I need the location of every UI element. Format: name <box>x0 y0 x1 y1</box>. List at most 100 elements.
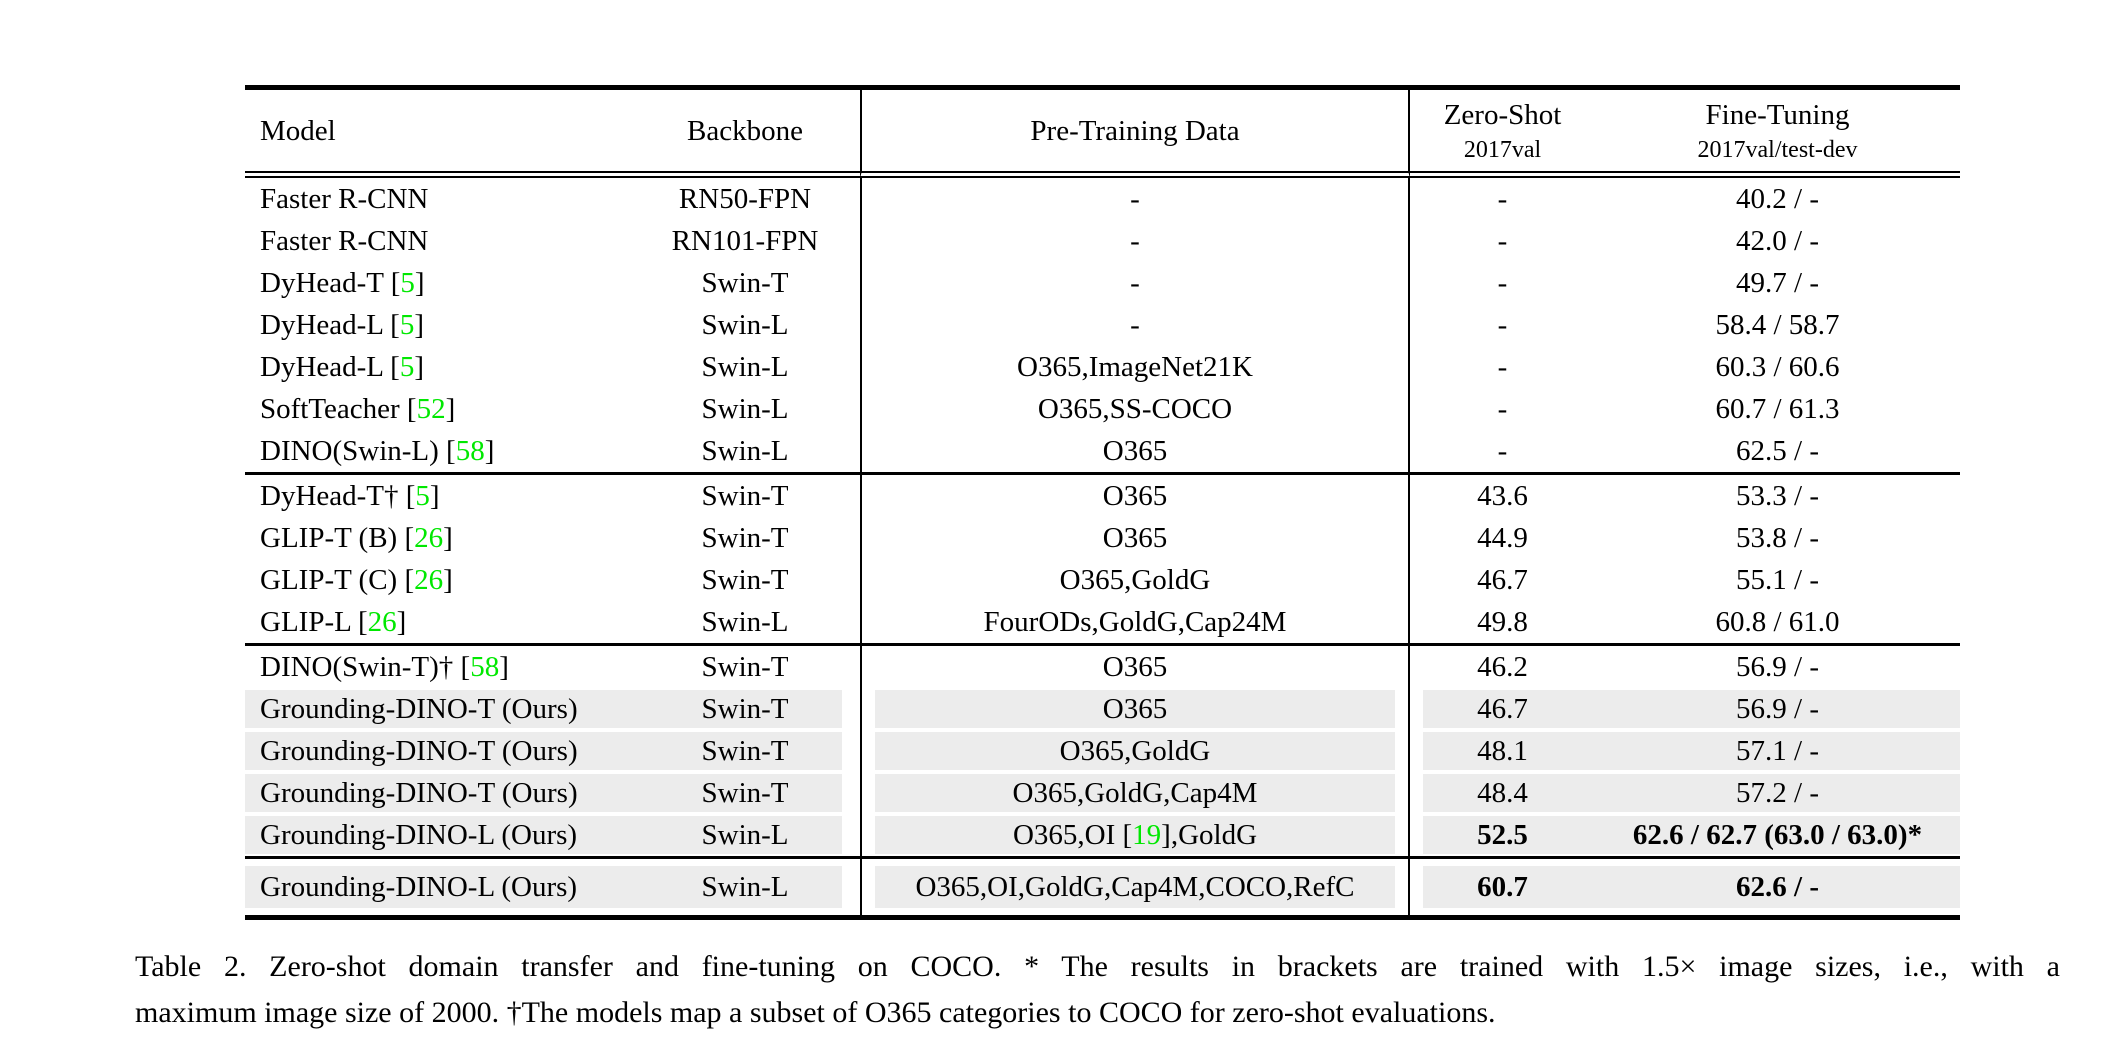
backbone-cell: Swin-T <box>701 651 789 683</box>
model-cell: DINO(Swin-L) [58] <box>245 430 630 475</box>
table-row: SoftTeacher [52] Swin-L O365,SS-COCO - 60.7 … <box>245 388 1960 430</box>
model-cell: DyHead-L [5] <box>260 309 425 341</box>
zeroshot-cell: 44.9 <box>1477 522 1528 554</box>
model-cell: GLIP-L [26] <box>245 601 630 646</box>
finetune-cell: 58.4 / 58.7 <box>1715 309 1840 341</box>
zeroshot-cell: - <box>1497 267 1508 299</box>
pretrain-cell: O365,OI [19],GoldG <box>860 814 1410 859</box>
backbone-cell: RN101-FPN <box>671 225 819 257</box>
backbone-cell: Swin-T <box>701 480 789 512</box>
table-row: DINO(Swin-T)† [58] Swin-T O365 46.2 56.9 / - <box>245 646 1960 688</box>
table-row: DyHead-T [5] Swin-T - - 49.7 / - <box>245 262 1960 304</box>
backbone-cell: Swin-L <box>630 859 860 915</box>
finetune-cell: 42.0 / - <box>1736 225 1819 257</box>
pretrain-cell: O365,GoldG,Cap4M <box>860 772 1410 814</box>
finetune-cell: 60.8 / 61.0 <box>1595 601 1960 646</box>
table-row: DyHead-L [5] Swin-L O365,ImageNet21K - 60.3 … <box>245 346 1960 388</box>
table-row: DyHead-T† [5] Swin-T O365 43.6 53.3 / - <box>245 475 1960 517</box>
table-caption: Table 2. Zero-shot domain transfer and f… <box>135 944 2060 1036</box>
pretrain-cell: FourODs,GoldG,Cap24M <box>860 601 1410 646</box>
pretrain-cell: O365,GoldG <box>860 559 1410 601</box>
column-header-zeroshot: Zero-Shot 2017val <box>1410 90 1595 178</box>
model-cell: DINO(Swin-T)† [58] <box>260 651 509 683</box>
table-row: GLIP-L [26] Swin-L FourODs,GoldG,Cap24M 49.… <box>245 601 1960 646</box>
backbone-cell: Swin-T <box>701 522 789 554</box>
citation-number: 58 <box>455 435 485 467</box>
backbone-cell: Swin-L <box>701 393 789 425</box>
pretrain-cell: O365 <box>860 688 1410 730</box>
citation-number: 52 <box>416 393 446 425</box>
finetune-header-title: Fine-Tuning <box>1705 98 1850 131</box>
finetune-cell: 62.6 / 62.7 (63.0 / 63.0)* <box>1595 814 1960 859</box>
backbone-cell: Swin-L <box>630 814 860 859</box>
backbone-cell: Swin-T <box>701 267 789 299</box>
table-header-row: Model Backbone Pre-Training Data Zero-Sh… <box>245 90 1960 178</box>
finetune-cell: 62.6 / - <box>1595 859 1960 915</box>
model-cell: DyHead-T [5] <box>260 267 425 299</box>
table-row: DyHead-L [5] Swin-L - - 58.4 / 58.7 <box>245 304 1960 346</box>
backbone-cell: Swin-L <box>701 351 789 383</box>
citation-number: 5 <box>399 351 415 383</box>
zeroshot-header-subtitle: 2017val <box>1463 136 1542 163</box>
table-row: GLIP-T (B) [26] Swin-T O365 44.9 53.8 / - <box>245 517 1960 559</box>
model-cell: GLIP-T (C) [26] <box>260 564 453 596</box>
finetune-cell: 53.3 / - <box>1736 480 1819 512</box>
zeroshot-cell: 46.7 <box>1477 564 1528 596</box>
zeroshot-cell: 46.2 <box>1477 651 1528 683</box>
pretrain-cell: O365,ImageNet21K <box>860 346 1410 388</box>
pretrain-cell: - <box>860 262 1410 304</box>
table-body: Faster R-CNN RN50-FPN - -40.2 / - Faster R-C… <box>245 178 1960 915</box>
column-header-pretrain: Pre-Training Data <box>860 90 1410 178</box>
zeroshot-cell: 46.7 <box>1410 688 1595 730</box>
model-cell: Grounding-DINO-T (Ours) <box>245 730 630 772</box>
pretrain-cell: - <box>860 304 1410 346</box>
backbone-cell: Swin-L <box>630 601 860 646</box>
zeroshot-cell: - <box>1410 430 1595 475</box>
finetune-header-subtitle: 2017val/test-dev <box>1697 136 1858 163</box>
table-row: Grounding-DINO-T (Ours) Swin-T O365,GoldG 4… <box>245 730 1960 772</box>
caption-line-1: Table 2. Zero-shot domain transfer and f… <box>135 950 2060 983</box>
pretrain-cell: - <box>860 178 1410 220</box>
pretrain-cell: O365,SS-COCO <box>860 388 1410 430</box>
backbone-cell: Swin-L <box>630 430 860 475</box>
table-row: GLIP-T (C) [26] Swin-T O365,GoldG 46.7 55.1 … <box>245 559 1960 601</box>
finetune-cell: 60.3 / 60.6 <box>1715 351 1840 383</box>
zeroshot-cell: 48.4 <box>1410 772 1595 814</box>
finetune-cell: 56.9 / - <box>1736 651 1819 683</box>
finetune-cell: 40.2 / - <box>1736 183 1819 215</box>
model-cell: Faster R-CNN <box>260 183 429 215</box>
citation-number: 5 <box>415 480 430 512</box>
table-row: Grounding-DINO-L (Ours) Swin-L O365,OI [19… <box>245 814 1960 859</box>
model-cell: DyHead-L [5] <box>260 351 425 383</box>
table-row: Faster R-CNN RN50-FPN - - 40.2 / - <box>245 178 1960 220</box>
zeroshot-cell: 43.6 <box>1477 480 1528 512</box>
finetune-cell: 56.9 / - <box>1595 688 1960 730</box>
pretrain-cell: - <box>860 220 1410 262</box>
model-cell: SoftTeacher [52] <box>260 393 456 425</box>
zeroshot-cell: 60.7 <box>1410 859 1595 915</box>
model-cell: Faster R-CNN <box>260 225 429 257</box>
table-row: Faster R-CNN RN101-FPN - - 42.0 / - <box>245 220 1960 262</box>
column-header-model: Model <box>245 90 630 178</box>
results-table: Model Backbone Pre-Training Data Zero-Sh… <box>245 85 1960 920</box>
model-cell: Grounding-DINO-L (Ours) <box>245 814 630 859</box>
backbone-cell: Swin-L <box>701 309 789 341</box>
backbone-cell: Swin-T <box>701 564 789 596</box>
zeroshot-header-title: Zero-Shot <box>1443 98 1562 131</box>
backbone-cell: Swin-T <box>630 772 860 814</box>
column-header-finetune: Fine-Tuning 2017val/test-dev <box>1595 90 1960 178</box>
model-cell: Grounding-DINO-L (Ours) <box>245 859 630 915</box>
pretrain-cell: O365 <box>860 646 1410 688</box>
model-cell: Grounding-DINO-T (Ours) <box>245 772 630 814</box>
citation-number: 26 <box>367 606 397 638</box>
zeroshot-cell: - <box>1497 225 1508 257</box>
table-row: Grounding-DINO-T (Ours) Swin-T O365 46.7 56.… <box>245 688 1960 730</box>
model-cell: Grounding-DINO-T (Ours) <box>245 688 630 730</box>
pretrain-cell: O365,GoldG <box>860 730 1410 772</box>
finetune-cell: 60.7 / 61.3 <box>1715 393 1840 425</box>
zeroshot-cell: - <box>1497 309 1508 341</box>
zeroshot-cell: - <box>1497 393 1508 425</box>
caption-line-2: maximum image size of 2000. †The models … <box>135 996 1496 1029</box>
zeroshot-cell: - <box>1497 351 1508 383</box>
